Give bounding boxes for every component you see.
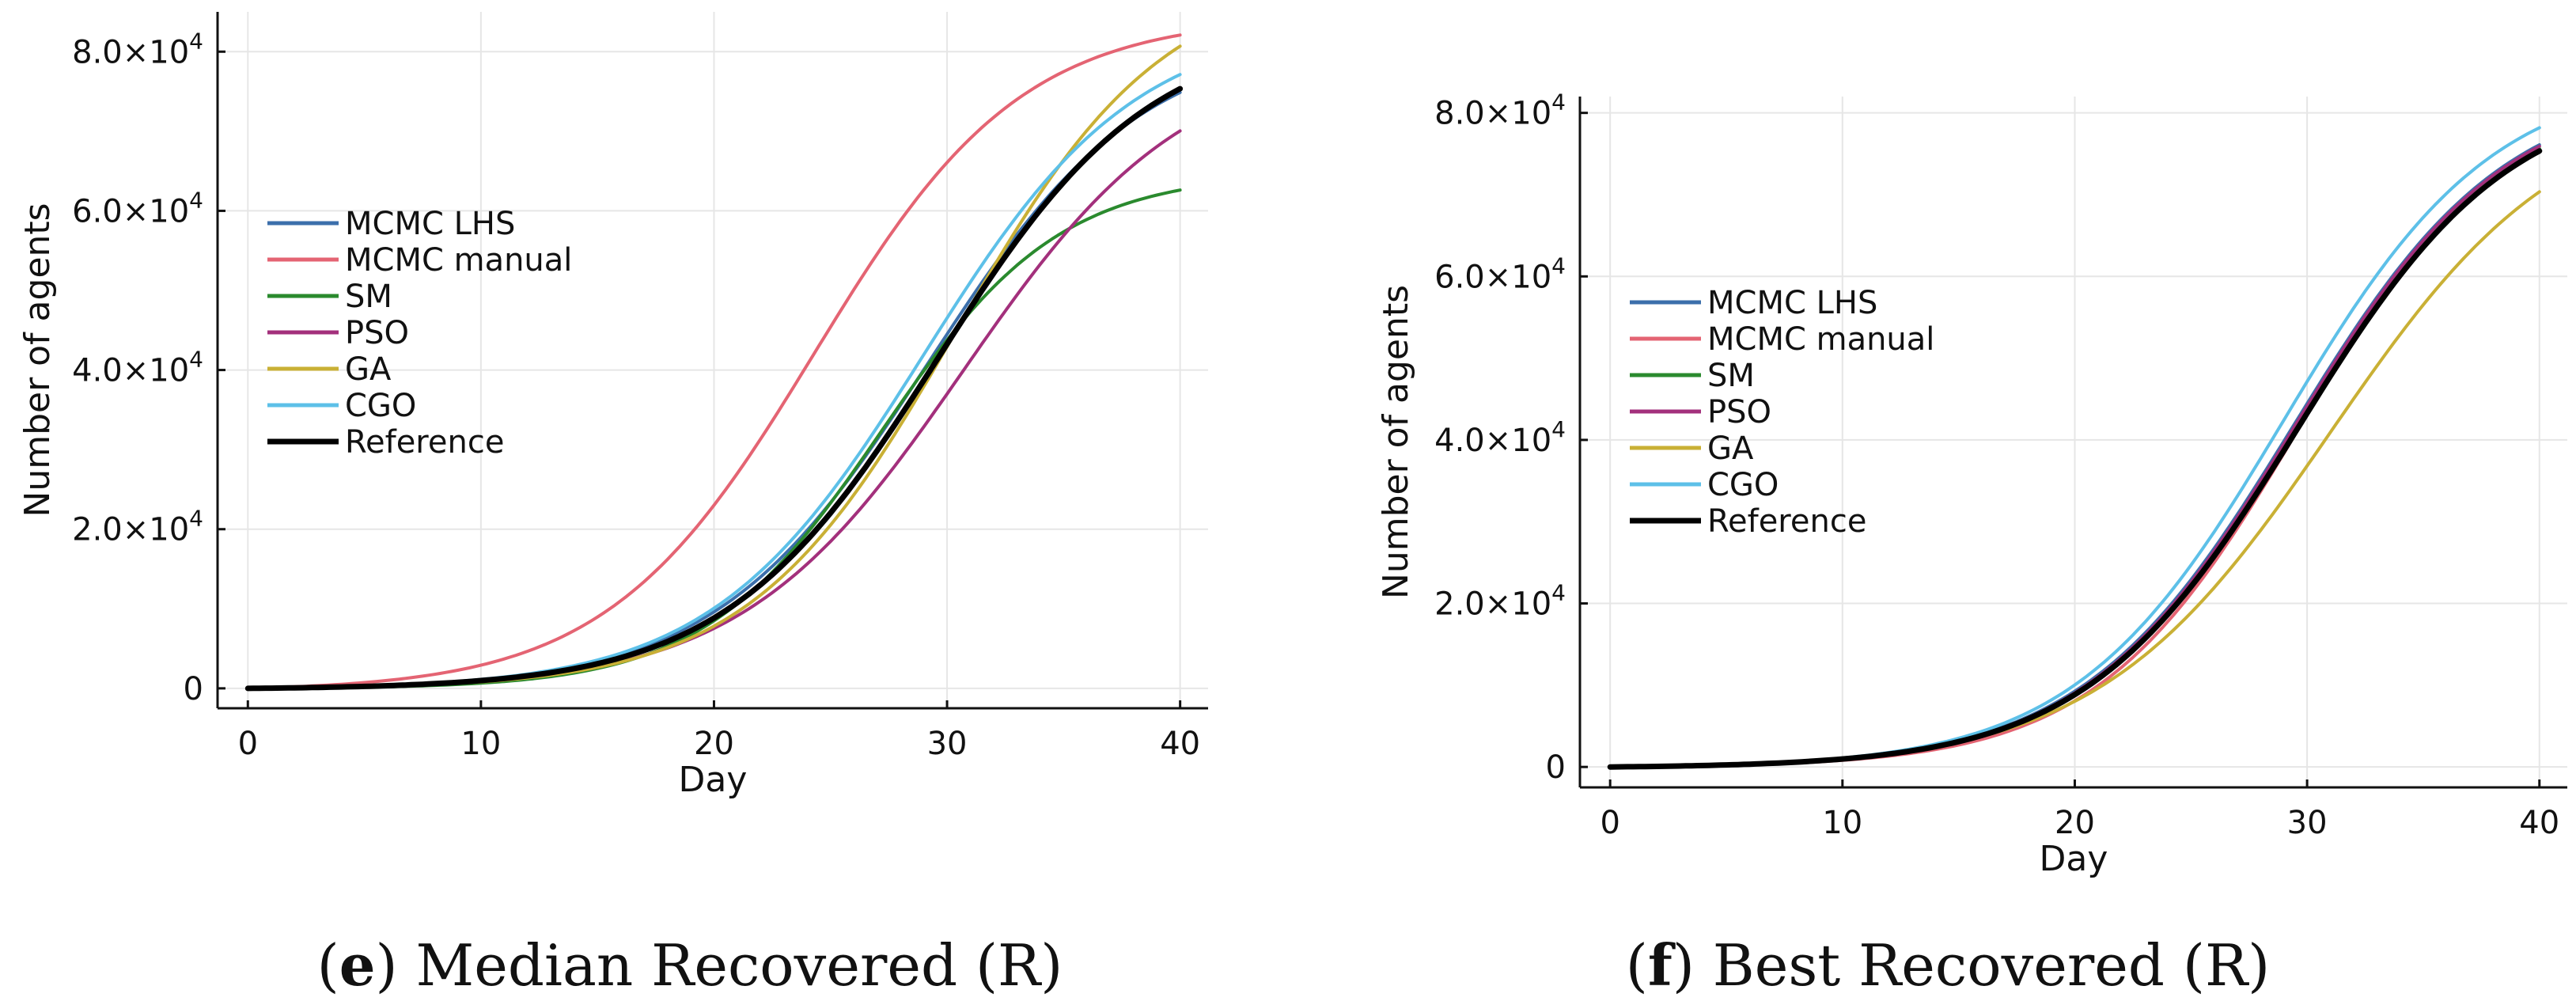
y-tick-mantissa: 4.0×10 bbox=[1434, 423, 1551, 459]
panel-caption: (e) Median Recovered (R) bbox=[317, 931, 1063, 999]
y-tick-exponent: 4 bbox=[189, 28, 203, 54]
y-tick-mantissa: 2.0×10 bbox=[72, 512, 189, 548]
x-tick-label: 30 bbox=[927, 726, 968, 762]
y-tick-mantissa: 6.0×10 bbox=[72, 193, 189, 229]
legend-label: MCMC manual bbox=[1707, 321, 1934, 358]
y-axis-title: Number of agents bbox=[1376, 285, 1416, 599]
y-tick-exponent: 4 bbox=[1551, 89, 1566, 116]
x-tick-label: 0 bbox=[1600, 805, 1619, 841]
y-tick-mantissa: 4.0×10 bbox=[72, 353, 189, 389]
x-axis-title: Day bbox=[679, 760, 748, 800]
y-tick-exponent: 4 bbox=[189, 506, 203, 532]
y-axis-title: Number of agents bbox=[17, 203, 58, 517]
y-tick-label: 2.0×104 bbox=[1434, 580, 1566, 623]
legend-label: CGO bbox=[1707, 467, 1779, 503]
legend-label: MCMC manual bbox=[345, 242, 572, 279]
caption-letter: f bbox=[1648, 931, 1676, 999]
x-tick-label: 10 bbox=[460, 726, 501, 762]
legend-label: SM bbox=[1707, 358, 1755, 394]
legend-label: PSO bbox=[345, 315, 409, 351]
x-tick-label: 0 bbox=[238, 726, 258, 762]
caption-text: Median Recovered (R) bbox=[416, 932, 1063, 999]
y-tick-label: 2.0×104 bbox=[72, 506, 203, 548]
caption-text: Best Recovered (R) bbox=[1713, 932, 2270, 999]
legend-label: SM bbox=[345, 279, 392, 315]
caption-letter: e bbox=[339, 931, 376, 999]
x-tick-label: 10 bbox=[1822, 805, 1862, 841]
x-tick-label: 20 bbox=[694, 726, 734, 762]
y-tick-exponent: 4 bbox=[1551, 416, 1566, 442]
series-line-reference bbox=[244, 85, 1184, 692]
panel-caption: (f) Best Recovered (R) bbox=[1626, 931, 2271, 999]
legend-label: GA bbox=[345, 351, 392, 388]
y-tick-mantissa: 0 bbox=[184, 671, 203, 707]
legend-label: GA bbox=[1707, 430, 1754, 467]
y-tick-label: 8.0×104 bbox=[72, 28, 203, 70]
y-tick-label: 0 bbox=[184, 671, 203, 707]
x-tick-label: 40 bbox=[2519, 805, 2559, 841]
legend-label: Reference bbox=[1707, 503, 1866, 540]
y-tick-exponent: 4 bbox=[1551, 580, 1566, 606]
panel-median-recovered: 0 10 20 30 4002.0×1044.0×1046.0×1048.0×104Da… bbox=[17, 12, 1208, 999]
panel-best-recovered: 0 10 20 30 4002.0×1044.0×1046.0×1048.0×104Da… bbox=[1376, 89, 2567, 999]
y-tick-label: 6.0×104 bbox=[72, 187, 203, 229]
y-tick-mantissa: 2.0×10 bbox=[1434, 586, 1551, 623]
y-tick-label: 4.0×104 bbox=[72, 347, 203, 389]
legend-label: MCMC LHS bbox=[345, 206, 515, 242]
y-tick-label: 0 bbox=[1546, 749, 1566, 786]
legend-label: CGO bbox=[345, 388, 416, 424]
y-tick-exponent: 4 bbox=[189, 187, 203, 213]
legend-label: MCMC LHS bbox=[1707, 285, 1877, 321]
y-tick-mantissa: 0 bbox=[1546, 749, 1566, 786]
legend-label: PSO bbox=[1707, 394, 1771, 430]
series-line-mcmc-manual bbox=[246, 33, 1182, 690]
x-tick-label: 40 bbox=[1160, 726, 1200, 762]
y-tick-mantissa: 6.0×10 bbox=[1434, 259, 1551, 295]
y-tick-label: 4.0×104 bbox=[1434, 416, 1566, 459]
y-tick-label: 6.0×104 bbox=[1434, 252, 1566, 295]
legend-label: Reference bbox=[345, 424, 504, 461]
y-tick-exponent: 4 bbox=[189, 347, 203, 373]
y-tick-label: 8.0×104 bbox=[1434, 89, 1566, 132]
y-tick-mantissa: 8.0×10 bbox=[1434, 96, 1551, 132]
x-tick-label: 30 bbox=[2287, 805, 2328, 841]
x-tick-label: 20 bbox=[2055, 805, 2095, 841]
caption-close-paren: ) bbox=[376, 932, 416, 999]
caption-open-paren: ( bbox=[1626, 932, 1648, 999]
caption-close-paren: ) bbox=[1673, 932, 1713, 999]
y-tick-mantissa: 8.0×10 bbox=[72, 34, 189, 70]
caption-open-paren: ( bbox=[317, 932, 339, 999]
series-line-reference bbox=[1607, 148, 2543, 770]
y-tick-exponent: 4 bbox=[1551, 252, 1566, 279]
x-axis-title: Day bbox=[2040, 839, 2108, 879]
